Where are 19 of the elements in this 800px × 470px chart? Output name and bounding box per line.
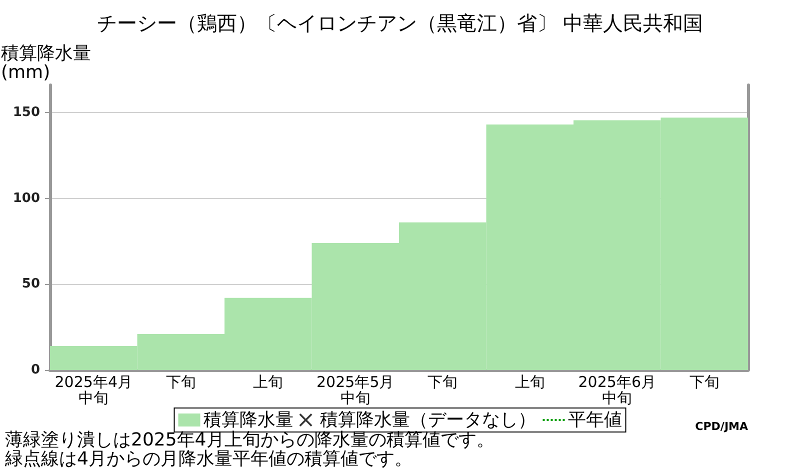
x-tick-label: 下旬 [428, 373, 458, 391]
text: CPD/JMA [695, 420, 748, 433]
x-tick-label: 2025年4月中旬 [54, 373, 132, 407]
x-tick-label: 2025年5月中旬 [316, 373, 394, 407]
x-tick-label: 2025年6月中旬 [578, 373, 656, 407]
x-tick-label: 下旬 [689, 373, 720, 391]
x-tick-label: 下旬 [166, 373, 196, 391]
x-tick-label: 上旬 [253, 373, 284, 391]
y-tick-label: 0 [30, 362, 40, 378]
text: 緑点線は4月からの月降水量平年値の積算値です。 [4, 448, 412, 470]
y-tick-label: 150 [12, 104, 40, 120]
x-tick-label: 上旬 [514, 373, 545, 391]
y-tick-label: 100 [12, 190, 40, 206]
legend-label: 平年値 [568, 410, 622, 430]
y-tick-label: 50 [22, 276, 40, 292]
chart-title: チーシー（鶏西）〔ヘイロンチアン（黒竜江）省〕 中華人民共和国 [96, 11, 704, 35]
legend-label: 積算降水量（データなし） [320, 410, 536, 430]
legend-label: 積算降水量 [203, 410, 294, 430]
y-axis-title: 積算降水量(mm) [1, 43, 91, 83]
